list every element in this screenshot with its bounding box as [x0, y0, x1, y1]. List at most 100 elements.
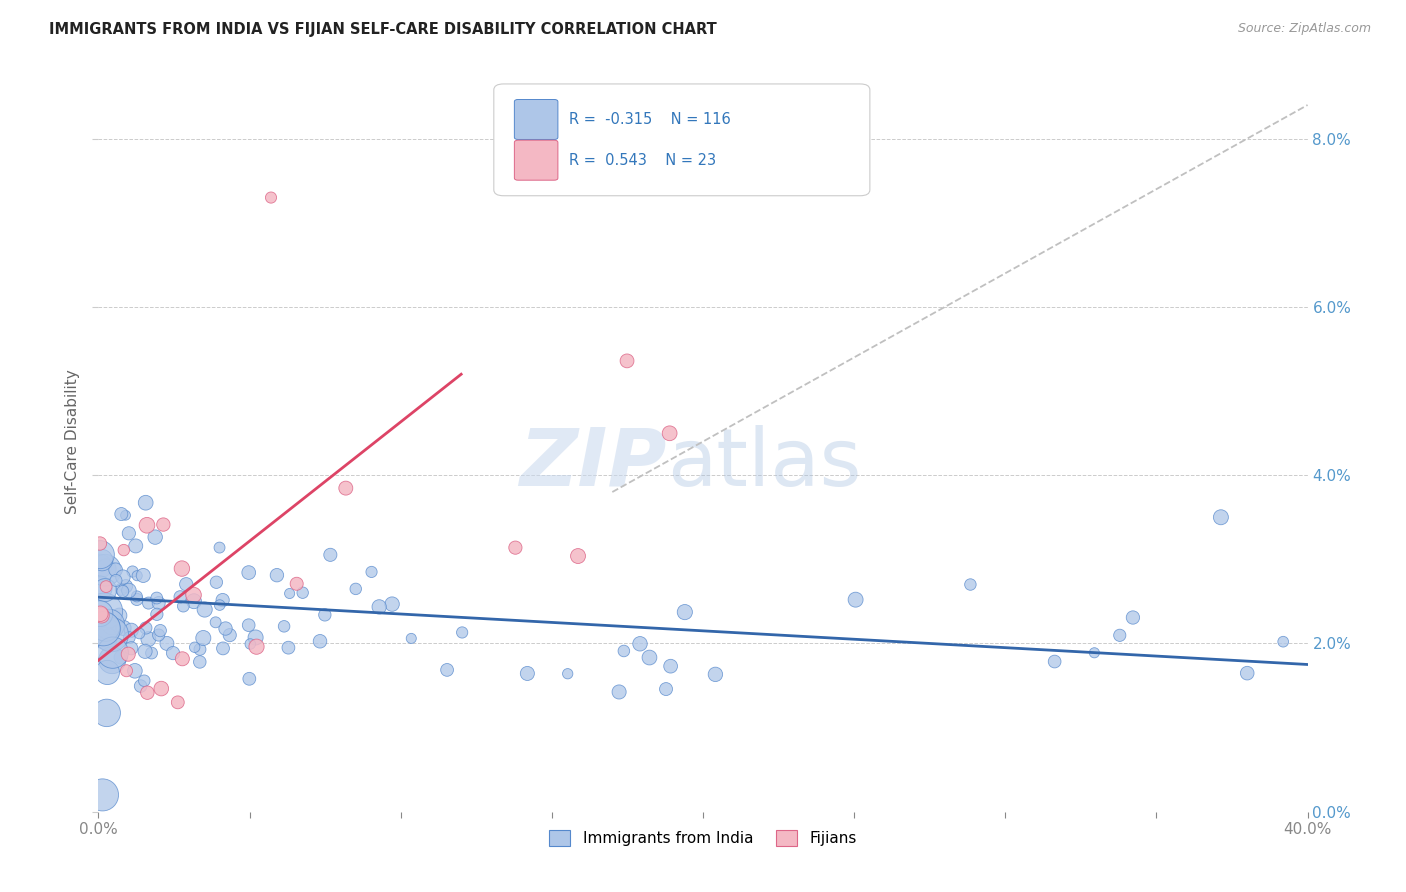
- Point: [104, 574, 127, 588]
- Point: [166, 695, 188, 709]
- Point: [135, 496, 157, 510]
- Point: [114, 508, 136, 523]
- Point: [138, 632, 160, 646]
- Point: [655, 681, 678, 696]
- Point: [120, 624, 142, 638]
- Point: [135, 621, 157, 635]
- Point: [111, 584, 134, 599]
- Point: [118, 631, 141, 645]
- Point: [125, 590, 148, 604]
- Point: [193, 631, 215, 645]
- Point: [91, 788, 114, 802]
- Point: [183, 594, 205, 608]
- Point: [141, 646, 163, 660]
- Point: [659, 659, 682, 673]
- Point: [238, 618, 260, 632]
- Point: [360, 565, 382, 579]
- Point: [638, 650, 661, 665]
- Point: [1083, 646, 1105, 660]
- Point: [94, 583, 117, 598]
- Point: [607, 685, 630, 699]
- Point: [628, 637, 651, 651]
- Point: [266, 568, 288, 582]
- Text: R =  0.543    N = 23: R = 0.543 N = 23: [569, 153, 716, 168]
- Point: [368, 599, 391, 614]
- Point: [245, 631, 267, 645]
- Point: [134, 673, 156, 688]
- Point: [172, 652, 194, 666]
- Point: [134, 644, 156, 658]
- Point: [205, 575, 228, 590]
- Point: [162, 646, 184, 660]
- Point: [436, 663, 458, 677]
- Point: [110, 650, 132, 665]
- Point: [1122, 610, 1144, 624]
- Point: [314, 607, 336, 622]
- Point: [89, 607, 111, 621]
- Point: [118, 583, 141, 598]
- Point: [188, 655, 211, 669]
- Point: [94, 620, 117, 634]
- Point: [285, 576, 308, 591]
- Point: [208, 541, 231, 555]
- Point: [110, 582, 132, 597]
- Point: [245, 640, 267, 654]
- Text: R =  -0.315    N = 116: R = -0.315 N = 116: [569, 112, 731, 127]
- Point: [214, 622, 236, 636]
- Text: atlas: atlas: [666, 425, 860, 503]
- Legend: Immigrants from India, Fijians: Immigrants from India, Fijians: [543, 824, 863, 852]
- Point: [959, 577, 981, 591]
- Point: [138, 596, 160, 610]
- Point: [145, 591, 167, 605]
- Point: [658, 426, 681, 441]
- Point: [120, 641, 142, 656]
- Point: [451, 625, 474, 640]
- Point: [183, 640, 205, 655]
- Point: [110, 507, 132, 521]
- Point: [1236, 666, 1258, 681]
- Point: [93, 604, 115, 618]
- Point: [89, 536, 111, 550]
- Point: [112, 543, 135, 558]
- Point: [194, 602, 217, 616]
- Point: [273, 619, 295, 633]
- Point: [129, 679, 152, 693]
- Point: [125, 592, 148, 607]
- Text: IMMIGRANTS FROM INDIA VS FIJIAN SELF-CARE DISABILITY CORRELATION CHART: IMMIGRANTS FROM INDIA VS FIJIAN SELF-CAR…: [49, 22, 717, 37]
- Text: Source: ZipAtlas.com: Source: ZipAtlas.com: [1237, 22, 1371, 36]
- Point: [94, 563, 117, 577]
- Point: [115, 664, 138, 678]
- Point: [132, 568, 155, 582]
- Point: [319, 548, 342, 562]
- Point: [1043, 655, 1066, 669]
- Point: [124, 664, 146, 678]
- Point: [278, 586, 301, 600]
- Point: [146, 607, 169, 622]
- Point: [121, 565, 143, 579]
- Point: [238, 566, 260, 580]
- Point: [98, 617, 121, 632]
- Point: [704, 667, 727, 681]
- Point: [1108, 628, 1130, 642]
- Point: [89, 581, 111, 595]
- Point: [567, 549, 589, 563]
- Point: [516, 666, 538, 681]
- Point: [108, 608, 131, 623]
- Point: [94, 632, 117, 646]
- Point: [845, 592, 868, 607]
- Point: [104, 563, 127, 577]
- Point: [401, 632, 423, 646]
- Point: [149, 624, 172, 638]
- Point: [183, 588, 205, 602]
- Point: [90, 608, 112, 623]
- Point: [557, 666, 579, 681]
- Point: [344, 582, 367, 596]
- FancyBboxPatch shape: [515, 100, 558, 139]
- Point: [309, 634, 332, 648]
- Point: [188, 642, 211, 657]
- Point: [170, 561, 193, 575]
- Point: [125, 539, 148, 553]
- Point: [118, 526, 141, 541]
- Point: [143, 530, 166, 544]
- Point: [148, 596, 170, 610]
